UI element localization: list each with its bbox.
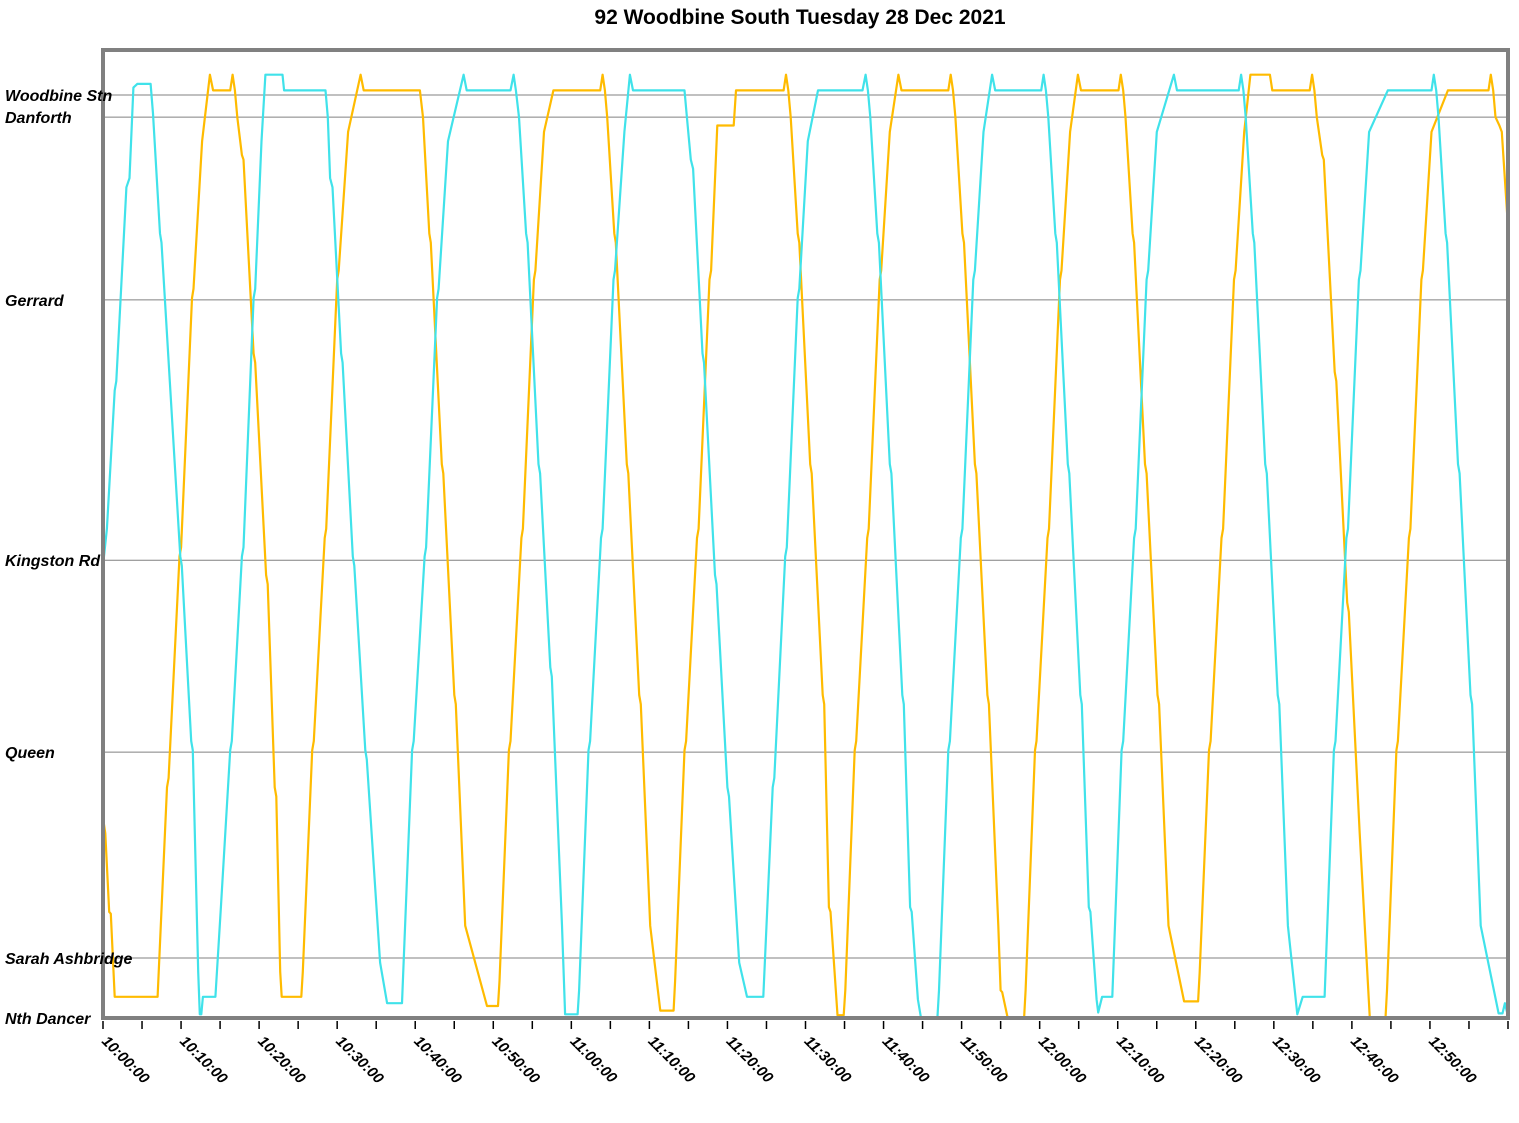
plot-border bbox=[101, 48, 1510, 1020]
x-tick-label: 11:30:00 bbox=[801, 1033, 855, 1087]
x-tick-label: 10:20:00 bbox=[254, 1033, 309, 1088]
x-tick-label: 10:30:00 bbox=[332, 1033, 387, 1088]
station-label: Kingston Rd bbox=[5, 553, 101, 570]
x-tick-label: 11:10:00 bbox=[645, 1033, 699, 1087]
x-tick-label: 10:00:00 bbox=[98, 1033, 153, 1088]
gridlines bbox=[103, 94, 1508, 959]
x-tick-label: 10:10:00 bbox=[176, 1033, 231, 1088]
x-tick-label: 11:50:00 bbox=[957, 1033, 1011, 1087]
station-labels: Woodbine Stn Danforth Gerrard Kingston Rd Qu… bbox=[5, 88, 133, 1028]
series-lines bbox=[101, 73, 1510, 1020]
x-tick-label: 10:50:00 bbox=[488, 1033, 543, 1088]
station-label: Woodbine Stn bbox=[5, 88, 112, 105]
station-label: Gerrard bbox=[5, 293, 65, 310]
x-tick-label: 11:00:00 bbox=[567, 1033, 621, 1087]
x-tick-label: 10:40:00 bbox=[410, 1033, 465, 1088]
x-tick-label: 12:30:00 bbox=[1269, 1033, 1324, 1088]
series-line-vehicle-cyan bbox=[101, 73, 1510, 1020]
x-tick-label: 12:00:00 bbox=[1035, 1033, 1090, 1088]
station-label: Danforth bbox=[5, 110, 72, 127]
x-tick-label: 12:10:00 bbox=[1113, 1033, 1168, 1088]
x-tick-label: 11:20:00 bbox=[723, 1033, 777, 1087]
time-axis: 10:00:00 10:10:00 10:20:00 10:30:00 10:40:00… bbox=[98, 1021, 1509, 1088]
x-tick-label: 12:50:00 bbox=[1425, 1033, 1480, 1088]
chart-title: 92 Woodbine South Tuesday 28 Dec 2021 bbox=[594, 6, 1006, 29]
x-tick-label: 11:40:00 bbox=[879, 1033, 933, 1087]
x-tick-label: 12:20:00 bbox=[1191, 1033, 1246, 1088]
x-tick-label: 12:40:00 bbox=[1347, 1033, 1402, 1088]
station-label: Sarah Ashbridge bbox=[5, 951, 133, 968]
series-line-vehicle-orange bbox=[101, 73, 1510, 1020]
plot-frame bbox=[101, 48, 1510, 1020]
station-label: Nth Dancer bbox=[5, 1011, 91, 1028]
station-label: Queen bbox=[5, 745, 55, 762]
